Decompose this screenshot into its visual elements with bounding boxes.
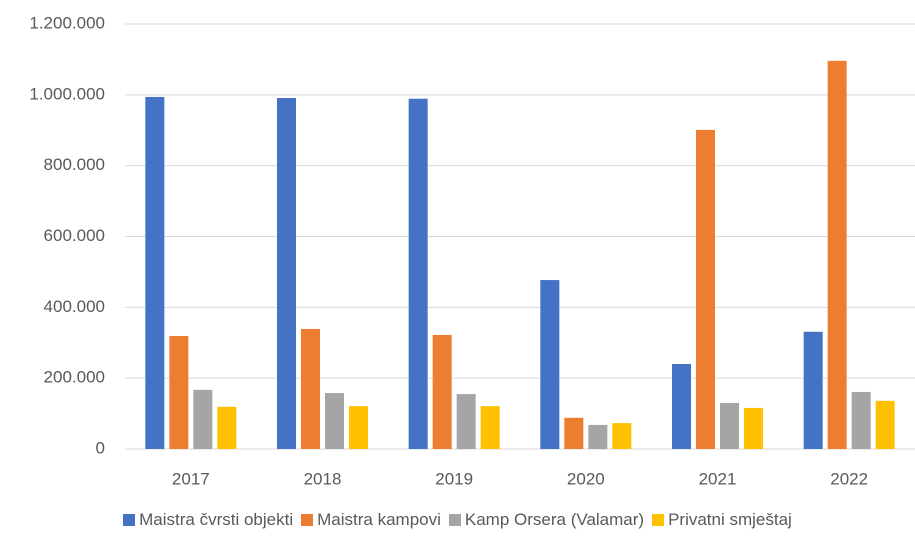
bar [720,402,739,449]
bar [851,391,871,449]
bar [875,400,895,449]
bar [169,336,189,449]
bar [193,389,213,449]
bar [217,406,237,449]
plot: 0 200.000 400.000 600.000 800.000 1.000.000 1.… [29,13,915,488]
x-tick-label: 2022 [830,469,868,488]
x-tick-label: 2017 [172,469,210,488]
bar [827,60,847,449]
bar [696,129,715,450]
legend-swatch [123,514,136,526]
y-tick-label: 200.000 [44,368,105,387]
bar [672,364,691,449]
bar [456,394,476,449]
bar [564,417,584,449]
legend-swatch [448,514,461,526]
legend-label: Privatni smještaj [668,510,792,529]
legend-label: Maistra čvrsti objekti [139,510,294,529]
bar [145,96,165,449]
legend-label: Maistra kampovi [317,510,441,529]
legend-label: Kamp Orsera (Valamar) [464,510,645,529]
bar [588,424,608,449]
y-tick-label: 1.000.000 [29,84,105,103]
y-tick-label: 0 [96,438,105,457]
x-tick-label: 2020 [567,469,605,488]
bar [277,98,296,449]
legend: Maistra čvrsti objekti Maistra kampovi Kam… [0,510,915,530]
bar [349,406,368,449]
x-tick-label: 2021 [699,469,737,488]
x-tick-label: 2019 [435,469,473,488]
y-tick-label: 800.000 [44,155,105,174]
legend-item: Privatni smještaj [652,510,792,530]
bar [325,393,344,449]
x-tick-label: 2018 [304,469,342,488]
bar [612,423,632,449]
bar [432,334,452,449]
legend-swatch [652,514,665,526]
legend-item: Maistra čvrsti objekti [123,510,293,530]
bar [744,407,763,449]
y-tick-label: 1.200.000 [29,13,105,32]
y-tick-label: 400.000 [44,297,105,316]
bar [803,331,823,449]
y-tick-label: 600.000 [44,226,105,245]
bar [408,98,428,450]
bar [301,328,320,449]
legend-item: Kamp Orsera (Valamar) [448,510,645,530]
bar [540,280,560,449]
bar [480,406,500,449]
legend-item: Maistra kampovi [301,510,441,530]
legend-swatch [301,514,314,526]
